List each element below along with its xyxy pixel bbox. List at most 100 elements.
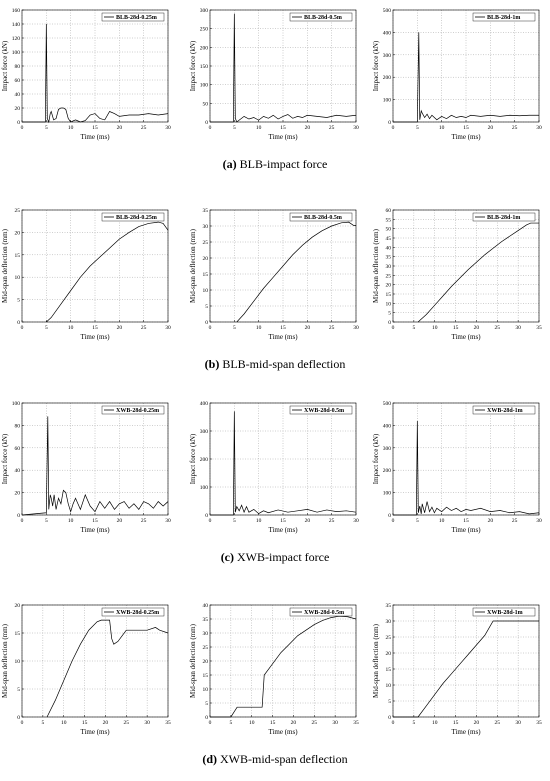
x-tick-label: 5 (45, 518, 48, 524)
x-tick-label: 20 (103, 720, 109, 726)
x-axis-label: Time (ms) (268, 333, 298, 341)
y-tick-label: 15 (386, 667, 392, 673)
x-tick-label: 20 (117, 518, 123, 524)
y-tick-label: 25 (386, 635, 392, 641)
x-tick-label: 25 (312, 720, 318, 726)
legend-box (289, 607, 353, 617)
x-tick-label: 5 (412, 325, 415, 331)
x-tick-label: 30 (515, 325, 521, 331)
x-tick-label: 30 (353, 518, 359, 524)
y-tick-label: 300 (383, 446, 392, 452)
y-tick-label: 160 (12, 8, 21, 14)
y-tick-label: 30 (203, 631, 209, 637)
legend-box (472, 405, 536, 415)
x-tick-label: 5 (229, 720, 232, 726)
y-tick-label: 250 (200, 27, 209, 33)
x-tick-label: 25 (141, 125, 147, 131)
caption-label: (c) (221, 550, 234, 564)
y-axis-label: Impact force (kN) (1, 433, 9, 484)
x-tick-label: 15 (270, 720, 276, 726)
legend-label: XWB-28d-0.25m (116, 610, 159, 616)
x-tick-label: 10 (256, 125, 262, 131)
y-tick-label: 60 (386, 208, 392, 214)
x-tick-label: 25 (329, 125, 335, 131)
y-tick-label: 0 (17, 715, 20, 721)
x-tick-label: 25 (124, 720, 130, 726)
x-tick-label: 25 (495, 325, 501, 331)
x-tick-label: 15 (280, 125, 286, 131)
x-tick-label: 15 (92, 325, 98, 331)
x-tick-label: 30 (536, 518, 542, 524)
data-line (393, 620, 539, 718)
x-tick-label: 5 (416, 518, 419, 524)
y-axis-label: Mid-span deflection (mm) (372, 228, 380, 303)
legend-label: XWB-28d-1m (487, 408, 523, 414)
x-tick-label: 15 (92, 125, 98, 131)
x-tick-label: 10 (68, 125, 74, 131)
x-tick-label: 0 (209, 125, 212, 131)
x-tick-label: 25 (141, 518, 147, 524)
x-tick-label: 20 (305, 518, 311, 524)
x-tick-label: 20 (117, 125, 123, 131)
caption: (b) BLB-mid-span deflection (205, 357, 346, 371)
plot-frame (209, 209, 357, 323)
y-tick-label: 0 (388, 320, 391, 326)
x-tick-label: 25 (512, 518, 518, 524)
plot-frame (209, 9, 357, 123)
y-axis-label: Mid-span deflection (mm) (1, 228, 9, 303)
legend-label: XWB-28d-0.25m (116, 408, 159, 414)
x-tick-label: 35 (165, 720, 171, 726)
y-tick-label: 20 (386, 283, 392, 289)
x-tick-label: 30 (165, 518, 171, 524)
y-axis-label: Mid-span deflection (mm) (1, 623, 9, 698)
y-axis-label: Impact force (kN) (189, 40, 197, 91)
x-tick-label: 0 (392, 518, 395, 524)
x-tick-label: 20 (305, 125, 311, 131)
x-tick-label: 10 (68, 325, 74, 331)
legend-box (472, 212, 536, 222)
y-tick-label: 300 (200, 8, 209, 14)
y-tick-label: 100 (12, 50, 21, 56)
x-axis-label: Time (ms) (268, 728, 298, 736)
data-line (21, 416, 169, 516)
x-tick-label: 15 (280, 518, 286, 524)
x-tick-label: 35 (353, 720, 359, 726)
x-tick-label: 20 (291, 720, 297, 726)
x-tick-label: 5 (233, 325, 236, 331)
x-tick-label: 0 (209, 518, 212, 524)
y-tick-label: 10 (386, 683, 392, 689)
legend-label: XWB-28d-0.5m (304, 610, 344, 616)
x-tick-label: 20 (474, 325, 480, 331)
x-tick-label: 0 (209, 720, 212, 726)
x-tick-label: 30 (515, 720, 521, 726)
y-tick-label: 400 (383, 30, 392, 36)
y-tick-label: 400 (200, 401, 209, 407)
y-tick-label: 25 (203, 240, 209, 246)
x-tick-label: 10 (256, 325, 262, 331)
y-tick-label: 15 (203, 673, 209, 679)
y-tick-label: 20 (15, 491, 21, 497)
x-axis-label: Time (ms) (451, 728, 481, 736)
y-tick-label: 25 (15, 208, 21, 214)
y-axis-label: Impact force (kN) (189, 433, 197, 484)
legend-label: BLB-28d-0.25m (116, 215, 157, 221)
legend-label: BLB-28d-1m (487, 15, 520, 21)
data-line (393, 420, 540, 516)
y-tick-label: 40 (15, 92, 21, 98)
caption-label: (a) (223, 157, 237, 171)
caption: (d) XWB-mid-span deflection (202, 752, 347, 766)
y-axis-label: Impact force (kN) (1, 40, 9, 91)
y-tick-label: 100 (200, 83, 209, 89)
y-tick-label: 0 (205, 320, 208, 326)
y-tick-label: 5 (388, 311, 391, 317)
y-axis-label: Mid-span deflection (mm) (189, 623, 197, 698)
x-tick-label: 5 (233, 125, 236, 131)
x-tick-label: 5 (412, 720, 415, 726)
y-tick-label: 15 (203, 272, 209, 278)
x-tick-label: 20 (488, 518, 494, 524)
x-tick-label: 10 (439, 125, 445, 131)
y-tick-label: 400 (383, 423, 392, 429)
y-tick-label: 100 (200, 485, 209, 491)
y-tick-label: 0 (388, 715, 391, 721)
caption: (a) BLB-impact force (223, 157, 328, 171)
